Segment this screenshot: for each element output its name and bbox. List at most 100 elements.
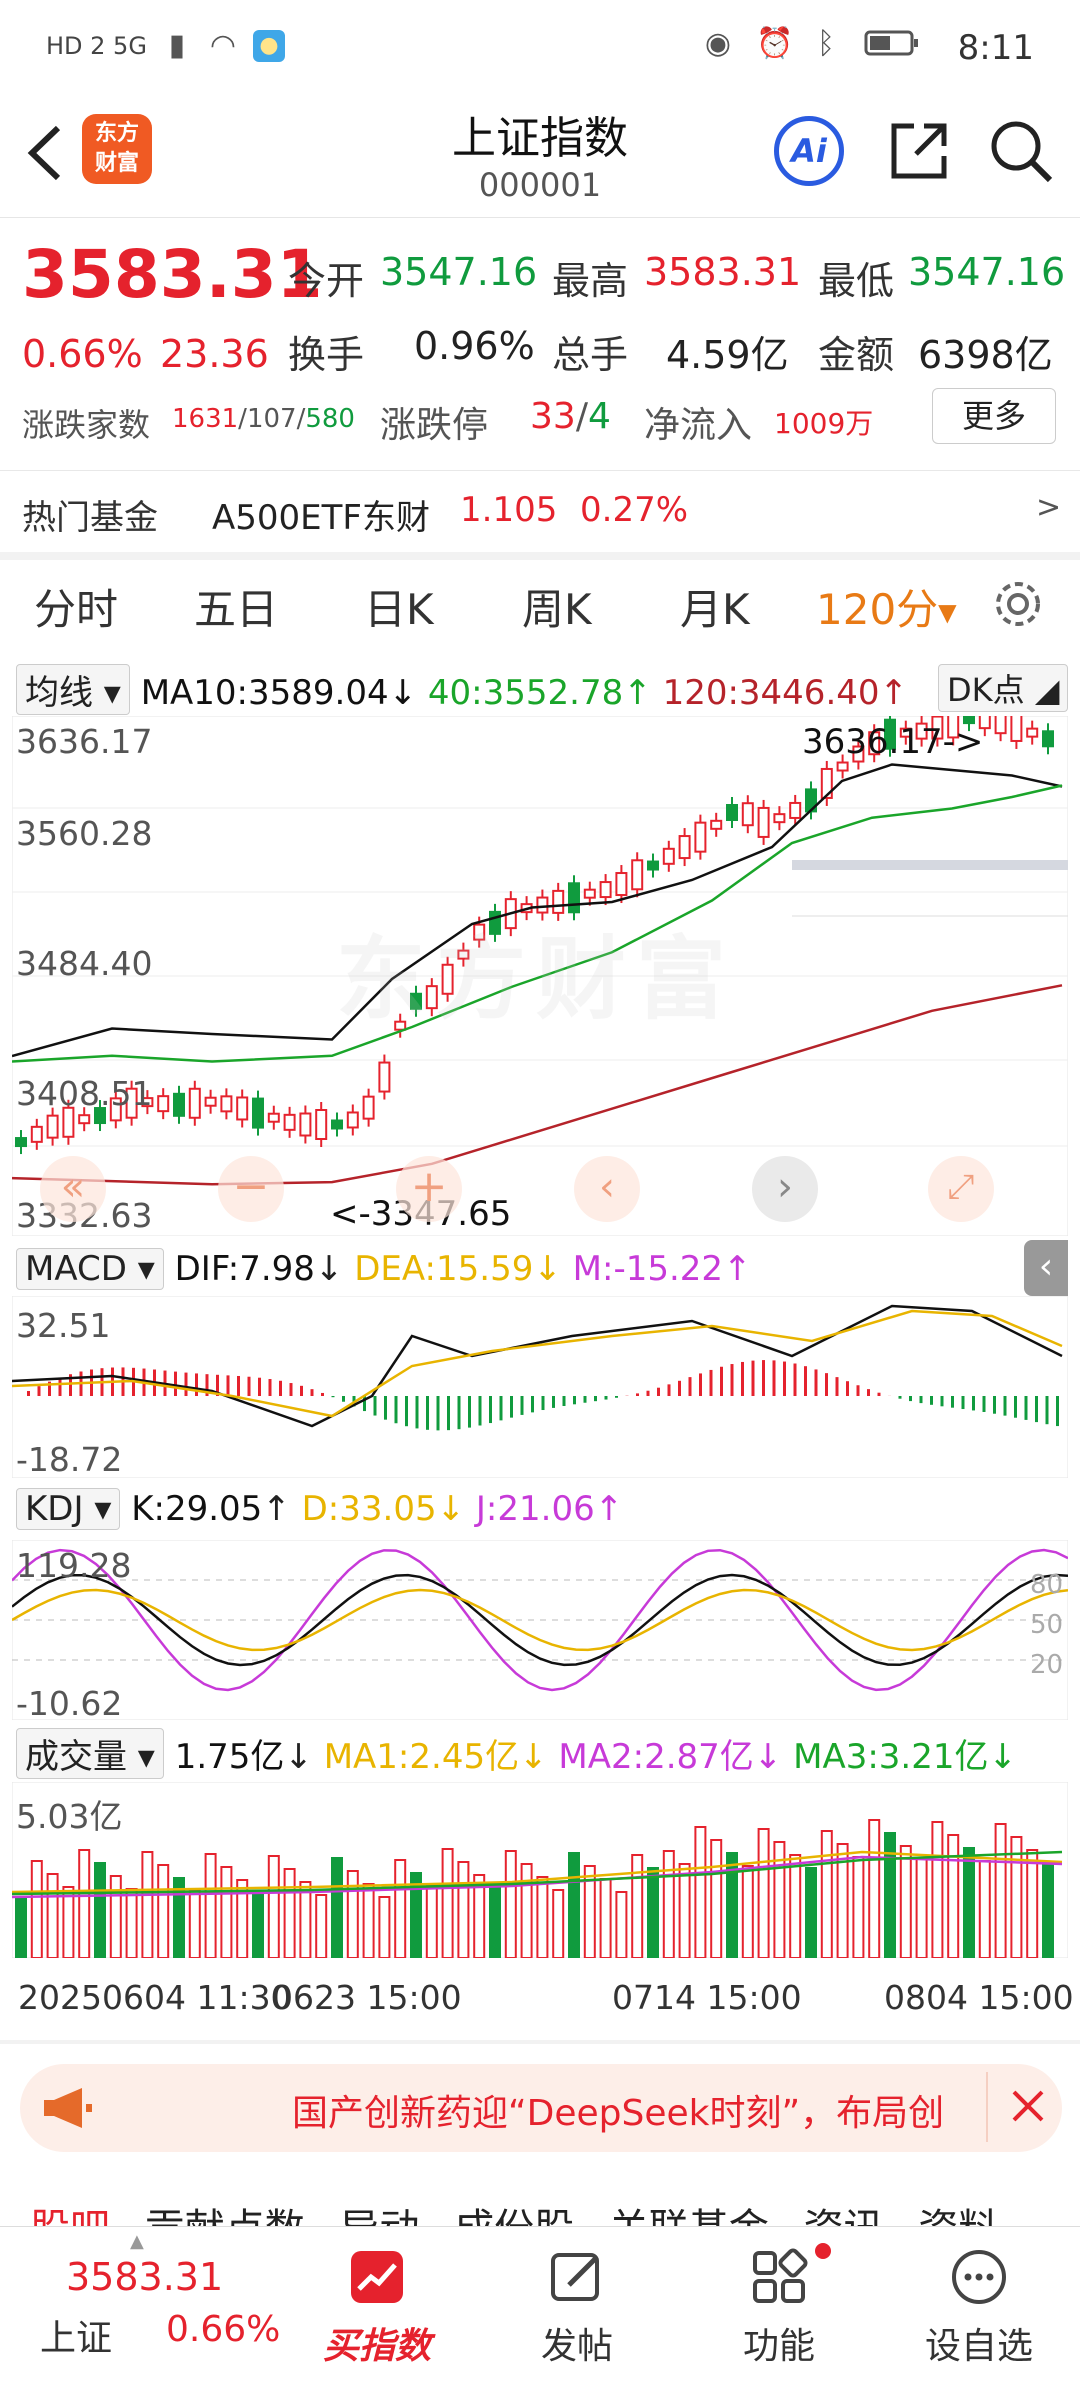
volume-bar [252,1892,264,1958]
candle [647,860,659,871]
candle [947,716,960,739]
more-button[interactable]: 更多 [932,388,1056,444]
sub-tab-related-funds[interactable]: 关联基金 [609,2206,769,2226]
breadth-label: 涨跌家数 [22,406,151,444]
macd-dea: DEA:15.59 [354,1249,534,1289]
ma40-line [12,784,1063,1063]
nav-functions[interactable]: 功能 [714,2243,844,2369]
candle [252,1097,264,1129]
ma40-value: 40:3552.78 [427,673,624,713]
back-icon[interactable] [20,118,80,188]
nav-add-watchlist[interactable]: 设自选 [914,2247,1044,2369]
breadth-sep-2: / [296,404,306,434]
settings-icon[interactable] [990,576,1046,632]
tab-daily-k[interactable]: 日K [364,585,434,634]
ma-selector[interactable]: 均线 ▾ [16,664,130,715]
volume-chart [12,1782,1068,1958]
down-arrow-icon: ↓ [436,1489,466,1529]
volume-bar [109,1875,122,1958]
down-arrow-icon: ↓ [988,1737,1018,1777]
bluetooth-icon: ᛒ [817,26,835,61]
down-arrow-icon: ↓ [519,1737,548,1777]
volume-bar [694,1826,707,1958]
tab-intraday[interactable]: 分时 [34,585,119,634]
nav-buy-index[interactable]: 买指数 [312,2247,442,2369]
sub-tab-bar: 股吧 贡献点数 异动 成份股 关联基金 资讯 资料 [30,2196,998,2226]
volume-value: 1.75亿 [174,1737,285,1777]
candle [109,1097,122,1122]
candle [46,1114,59,1139]
candle [188,1087,201,1119]
volume-bar [678,1863,691,1958]
volume-bar [552,1889,565,1958]
sub-tab-constituents[interactable]: 成份股 [454,2206,574,2226]
candle [678,835,691,860]
zoom-in-icon[interactable]: + [396,1156,462,1222]
ai-button[interactable]: Ai [774,116,844,186]
scroll-left-fast-icon[interactable]: « [40,1156,106,1222]
up-arrow-icon: ↑ [262,1489,291,1529]
zoom-out-icon[interactable]: − [218,1156,284,1222]
volume-bar [204,1853,217,1958]
close-icon[interactable] [1006,2084,1050,2128]
sub-tab-news[interactable]: 资讯 [804,2206,884,2226]
volume-bar [852,1856,865,1958]
hot-fund-label: 热门基金 [22,498,158,538]
clock: 8:11 [957,28,1034,68]
candle [125,1087,138,1119]
volume-selector[interactable]: 成交量 ▾ [16,1728,164,1779]
dk-selector[interactable]: DK点 ◢ [938,664,1069,712]
tab-120-min[interactable]: 120分▼ [816,576,957,637]
sub-tab-guba[interactable]: 股吧 [30,2206,110,2226]
ma-selector-label: 均线 [25,673,93,713]
promo-banner[interactable]: 国产创新药迎“DeepSeek时刻”，布局创 [20,2064,1062,2152]
sub-tab-contribution[interactable]: 贡献点数 [145,2206,305,2226]
volume-bar [362,1883,375,1958]
volume-bar [947,1834,960,1958]
candle [425,985,438,1010]
collapse-panel-icon[interactable]: ‹ [1024,1240,1068,1296]
candle [141,1097,154,1108]
time-axis-1: 20250604 11:30 [18,1978,292,2017]
kdj-level-50: 50 [1030,1610,1064,1640]
hot-fund-row[interactable]: 热门基金 A500ETF东财 1.105 0.27% > [0,470,1080,552]
volume-bar [1042,1862,1054,1958]
status-right: ◉ ⏰ ᛒ [702,28,920,60]
section-gap [0,552,1080,560]
breadth-flat: 107 [246,404,297,434]
sub-tab-movement[interactable]: 异动 [339,2206,419,2226]
volume-bar [15,1897,27,1958]
scroll-left-icon[interactable]: ‹ [574,1156,640,1222]
search-icon[interactable] [986,116,1056,186]
volume-bar [820,1830,833,1958]
hot-fund-pct: 0.27% [580,490,689,530]
kdj-selector-label: KDJ [25,1489,84,1529]
dk-label: DK点 [947,671,1025,709]
candle [331,1119,343,1130]
share-icon[interactable] [884,116,954,186]
macd-selector[interactable]: MACD ▾ [16,1248,164,1290]
fullscreen-icon[interactable]: ⤢ [928,1156,994,1222]
eye-icon: ◉ [704,26,732,61]
nav-post[interactable]: 发帖 [512,2247,642,2369]
turnover-label: 换手 [288,333,365,377]
logo-text-top: 东方 [94,121,139,146]
candle [757,806,770,838]
tab-weekly-k[interactable]: 周K [522,585,592,634]
candle [710,819,723,830]
tab-five-day[interactable]: 五日 [194,585,279,634]
volume-bar [157,1864,170,1958]
ma10-line [12,763,1063,1058]
kdj-selector[interactable]: KDJ ▾ [16,1488,121,1530]
down-arrow-icon: ↓ [284,1737,313,1777]
page-title: 上证指数 [452,113,628,164]
kdj-k-line [12,1573,1068,1667]
sub-tab-profile[interactable]: 资料 [918,2206,998,2226]
edit-icon [547,2247,607,2307]
volume-bar [662,1850,675,1958]
trend-chart-icon [347,2247,407,2307]
tab-monthly-k[interactable]: 月K [680,585,750,634]
scroll-right-icon[interactable]: › [752,1156,818,1222]
candle [899,727,912,738]
candle [204,1096,217,1107]
